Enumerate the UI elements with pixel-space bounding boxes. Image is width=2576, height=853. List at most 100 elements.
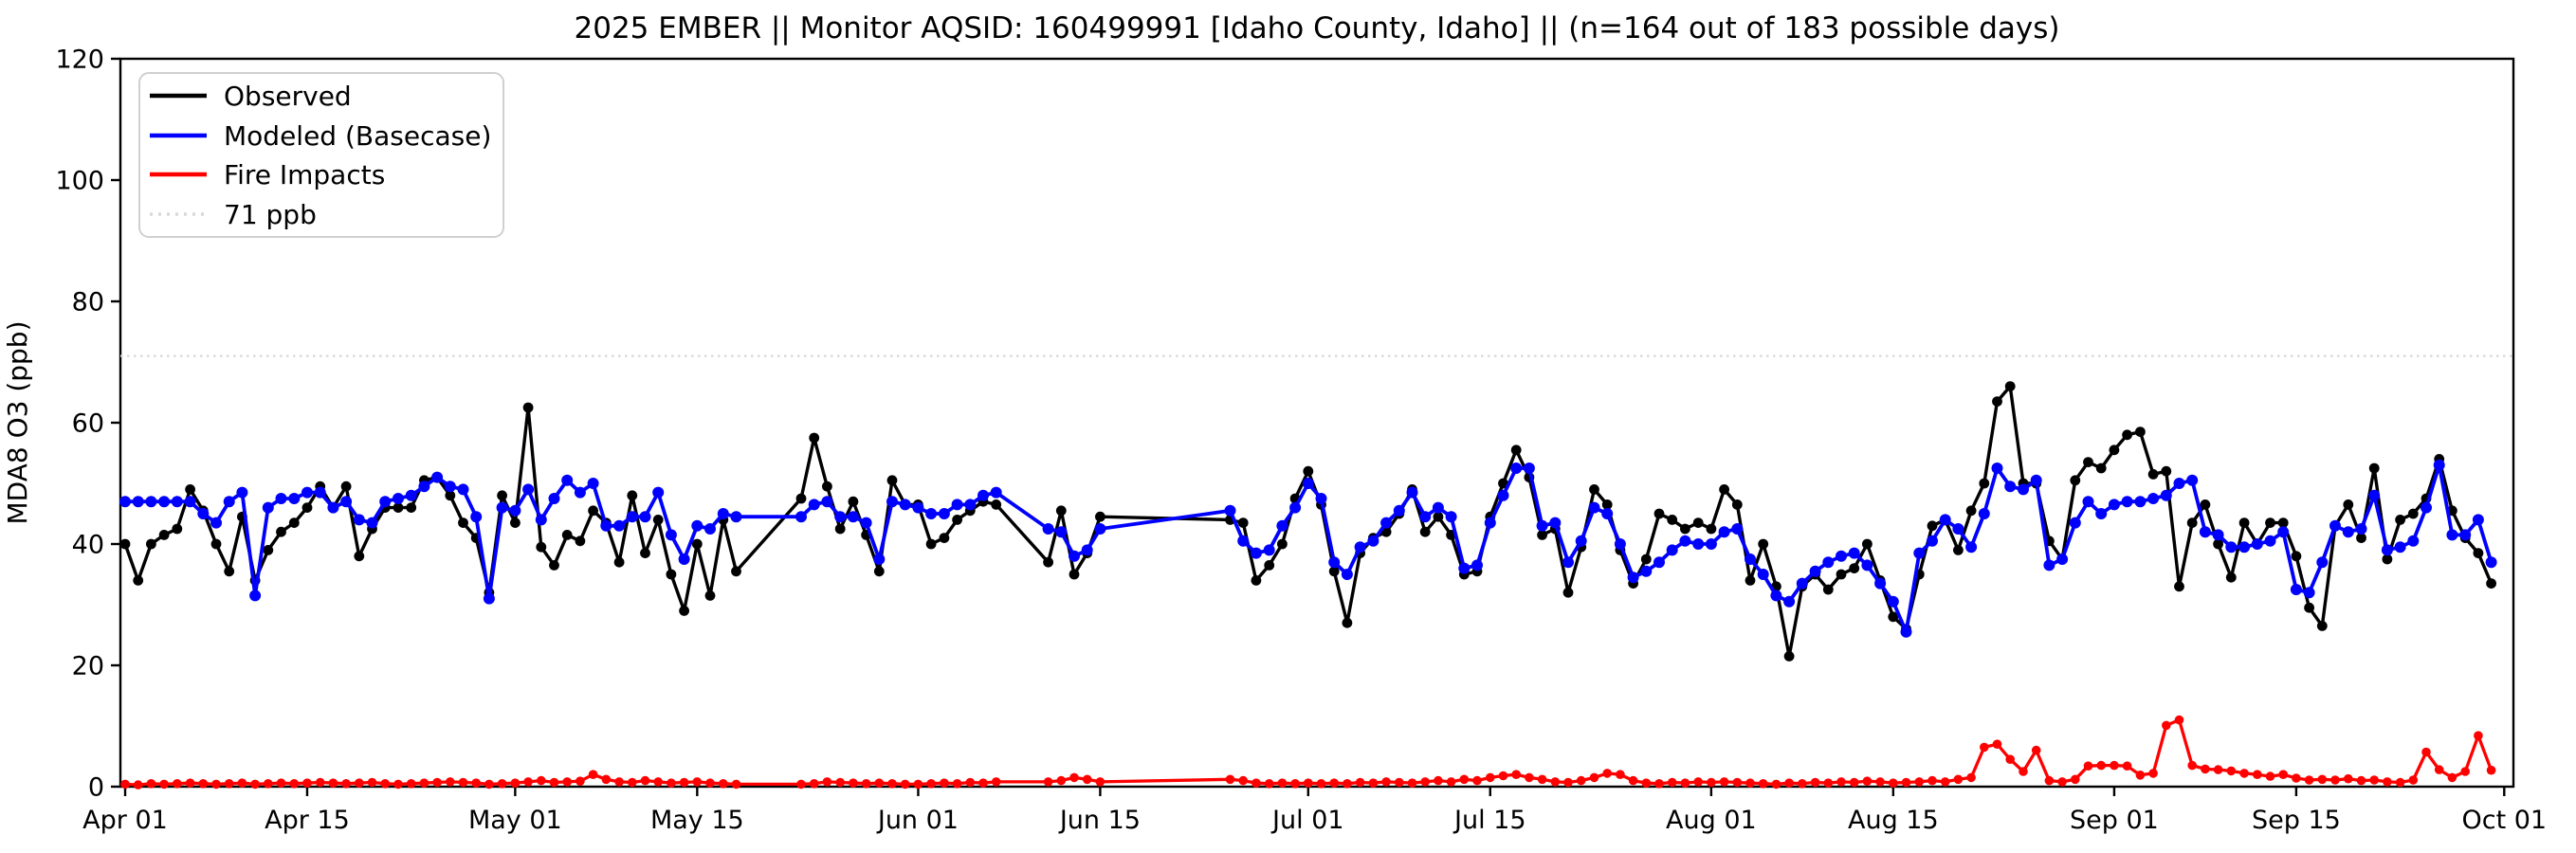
data-point <box>2460 767 2470 776</box>
data-point <box>2070 475 2081 486</box>
data-point <box>2225 541 2238 554</box>
data-point <box>1653 556 1665 569</box>
data-point <box>471 778 482 788</box>
data-point <box>1614 538 1626 550</box>
data-point <box>1575 535 1587 547</box>
data-point <box>1718 526 1730 538</box>
data-point <box>1588 501 1600 514</box>
data-point <box>587 478 599 489</box>
data-point <box>393 779 403 789</box>
data-point <box>640 775 650 786</box>
data-point <box>328 778 338 788</box>
data-point <box>1914 777 1925 787</box>
data-point <box>2355 523 2367 535</box>
data-point <box>1445 511 1457 523</box>
x-tick-label: Aug 15 <box>1848 806 1939 835</box>
data-point <box>834 523 846 535</box>
data-point <box>444 481 456 493</box>
data-point <box>2394 541 2406 554</box>
data-point <box>2459 529 2472 541</box>
data-point <box>575 776 585 786</box>
data-point <box>275 493 287 504</box>
data-point <box>990 486 1002 499</box>
data-point <box>1393 504 1405 517</box>
data-point <box>1329 778 1339 788</box>
y-axis: 0 20 40 60 80 100 120 <box>55 45 120 803</box>
data-point <box>249 590 262 602</box>
data-point <box>1277 538 1288 550</box>
data-point <box>432 777 442 788</box>
data-point <box>1525 772 1534 783</box>
data-point <box>1654 779 1664 789</box>
data-point <box>938 508 950 519</box>
data-point <box>119 538 131 550</box>
data-point <box>678 554 690 565</box>
data-point <box>2265 517 2275 528</box>
data-point <box>2253 770 2262 779</box>
data-point <box>1992 396 2002 407</box>
data-point <box>2485 556 2497 569</box>
data-point <box>406 502 417 513</box>
data-point <box>1315 493 1327 504</box>
data-point <box>1498 478 1508 489</box>
y-tick-label: 120 <box>55 45 104 75</box>
data-point <box>264 779 273 789</box>
data-point <box>899 499 911 511</box>
data-point <box>185 778 195 788</box>
data-point <box>2004 381 2016 391</box>
data-point <box>1589 484 1599 495</box>
data-point <box>561 474 574 486</box>
data-point <box>977 489 989 501</box>
data-point <box>446 777 455 787</box>
data-point <box>1601 499 1613 510</box>
data-point <box>549 777 559 788</box>
y-tick-label: 80 <box>72 288 104 318</box>
data-point <box>1355 777 1365 788</box>
data-point <box>1628 775 1638 786</box>
data-point <box>250 779 260 789</box>
data-point <box>224 566 235 577</box>
data-point <box>692 777 703 787</box>
data-point <box>314 486 326 499</box>
data-point <box>379 496 392 508</box>
x-tick-label: Jun 01 <box>876 806 959 835</box>
data-point <box>913 779 923 789</box>
data-point <box>2342 526 2354 538</box>
data-point <box>1432 501 1444 514</box>
data-point <box>510 778 521 788</box>
data-point <box>847 511 859 523</box>
data-point <box>2344 773 2353 784</box>
data-point <box>2486 765 2496 775</box>
data-point <box>549 560 559 571</box>
data-point <box>849 778 858 788</box>
data-point <box>496 501 508 514</box>
data-point <box>640 548 650 558</box>
data-point <box>1263 544 1275 556</box>
data-point <box>1705 538 1717 550</box>
data-point <box>535 514 547 526</box>
data-point <box>1055 526 1068 538</box>
data-point <box>2304 775 2314 785</box>
data-point <box>2187 760 2197 771</box>
data-point <box>873 554 886 565</box>
data-point <box>523 777 533 787</box>
data-point <box>2162 720 2171 731</box>
data-point <box>2473 548 2484 558</box>
data-point <box>263 545 274 555</box>
data-point <box>1472 775 1482 786</box>
data-point <box>614 777 624 787</box>
data-point <box>2277 517 2289 528</box>
data-point <box>2356 533 2366 543</box>
data-point <box>860 517 872 529</box>
data-point <box>537 775 546 786</box>
data-point <box>588 505 598 517</box>
data-point <box>821 496 833 508</box>
data-point <box>2446 529 2458 541</box>
data-point <box>1823 778 1834 788</box>
data-point <box>822 481 832 492</box>
data-point <box>808 499 820 511</box>
data-point <box>1836 569 1847 580</box>
data-point <box>2292 773 2301 783</box>
data-point <box>1419 526 1431 537</box>
